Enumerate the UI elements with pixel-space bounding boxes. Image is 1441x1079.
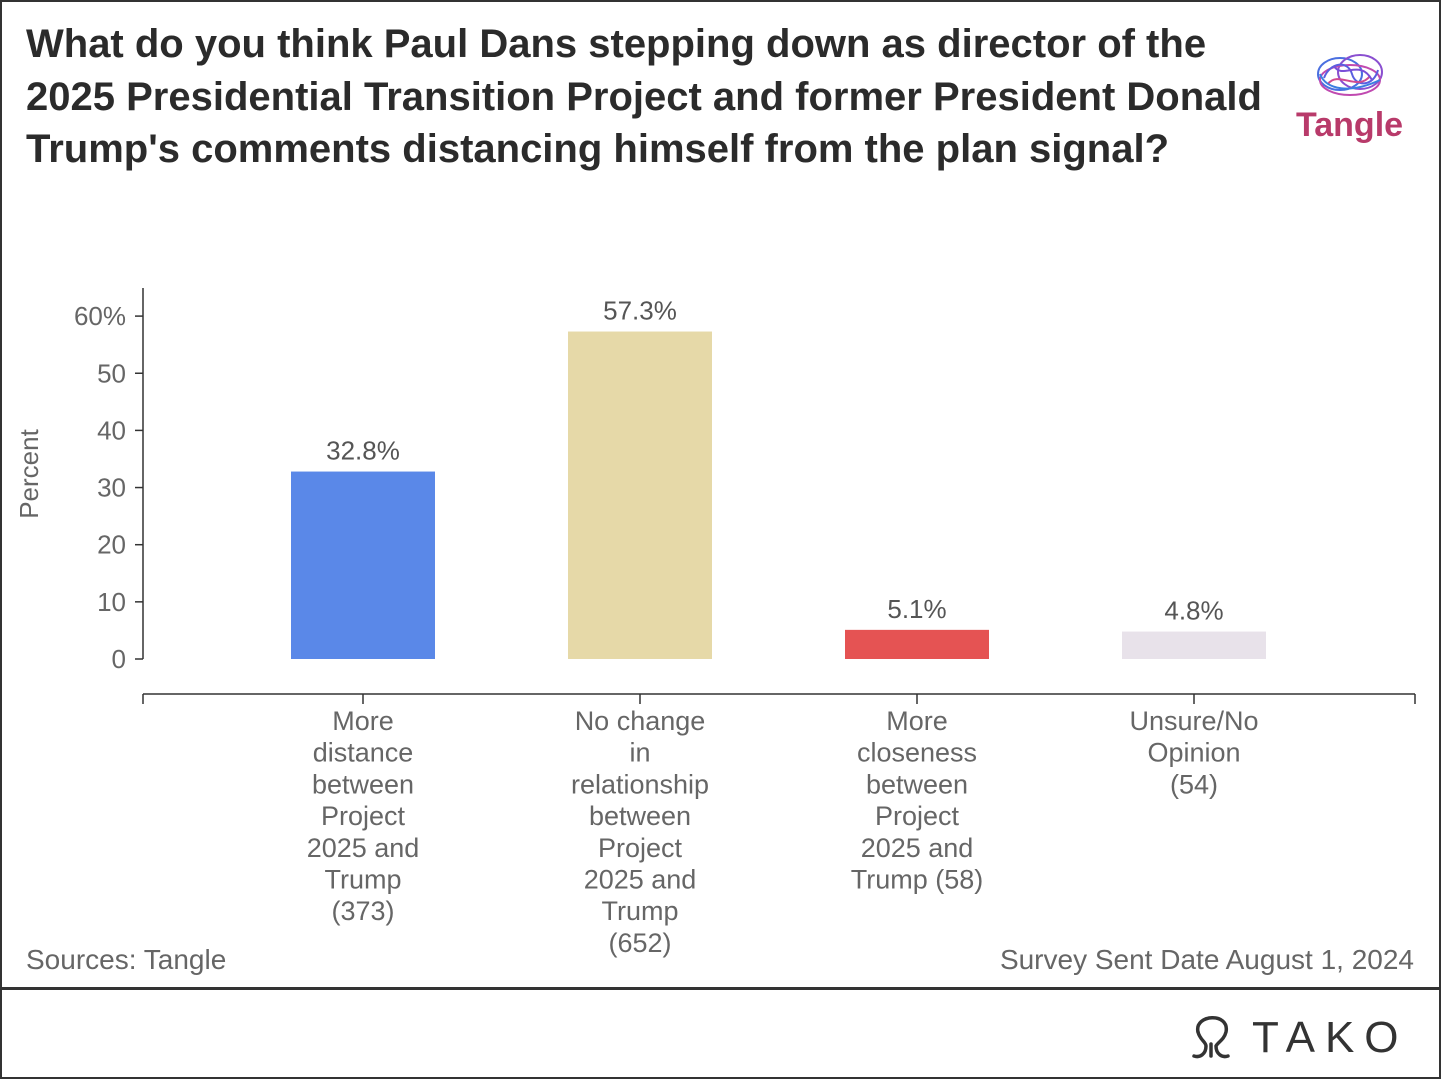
tako-logo-text: TAKO [1252,1013,1409,1062]
bar-value-label: 5.1% [887,594,946,624]
y-axis-ticks: 0 10 20 30 40 50 60% [74,301,143,674]
y-tick-label: 40 [97,415,126,445]
category-label: No change in relationship between Project 202… [571,706,709,958]
brain-icon [1317,54,1383,96]
category-label: More closeness between Project 2025 and Trump… [851,706,984,895]
survey-date-note: Survey Sent Date August 1, 2024 [999,944,1414,975]
chart-title: What do you think Paul Dans stepping dow… [26,22,1262,171]
y-tick-label: 0 [112,644,126,674]
y-tick-label: 10 [97,587,126,617]
footer-divider [0,987,1441,990]
y-axis-title: Percent [14,428,44,518]
bar [291,471,435,659]
y-tick-label: 50 [97,358,126,388]
bar-value-label: 4.8% [1164,596,1223,626]
bar [845,629,989,659]
bar [568,331,712,659]
y-tick-label: 60% [74,301,126,331]
category-labels: More distance between Project 2025 and Trump(… [307,706,1259,958]
tangle-logo: Tangle [1296,54,1403,144]
bar-value-label: 32.8% [326,436,400,466]
bar-value-label: 57.3% [603,296,677,326]
y-tick-label: 20 [97,530,126,560]
tangle-logo-text: Tangle [1296,106,1403,144]
source-note: Sources: Tangle [26,944,227,975]
data-labels: 32.8% 57.3% 5.1% 4.8% [326,296,1224,626]
bars [291,331,1266,659]
category-label: Unsure/No Opinion (54) [1129,706,1258,799]
category-label: More distance between Project 2025 and Trump(… [307,706,420,926]
bar [1122,631,1266,659]
octopus-icon [1192,1016,1230,1059]
x-axis [142,693,1416,704]
y-tick-label: 30 [97,473,126,503]
tako-logo: TAKO [1192,1013,1409,1062]
